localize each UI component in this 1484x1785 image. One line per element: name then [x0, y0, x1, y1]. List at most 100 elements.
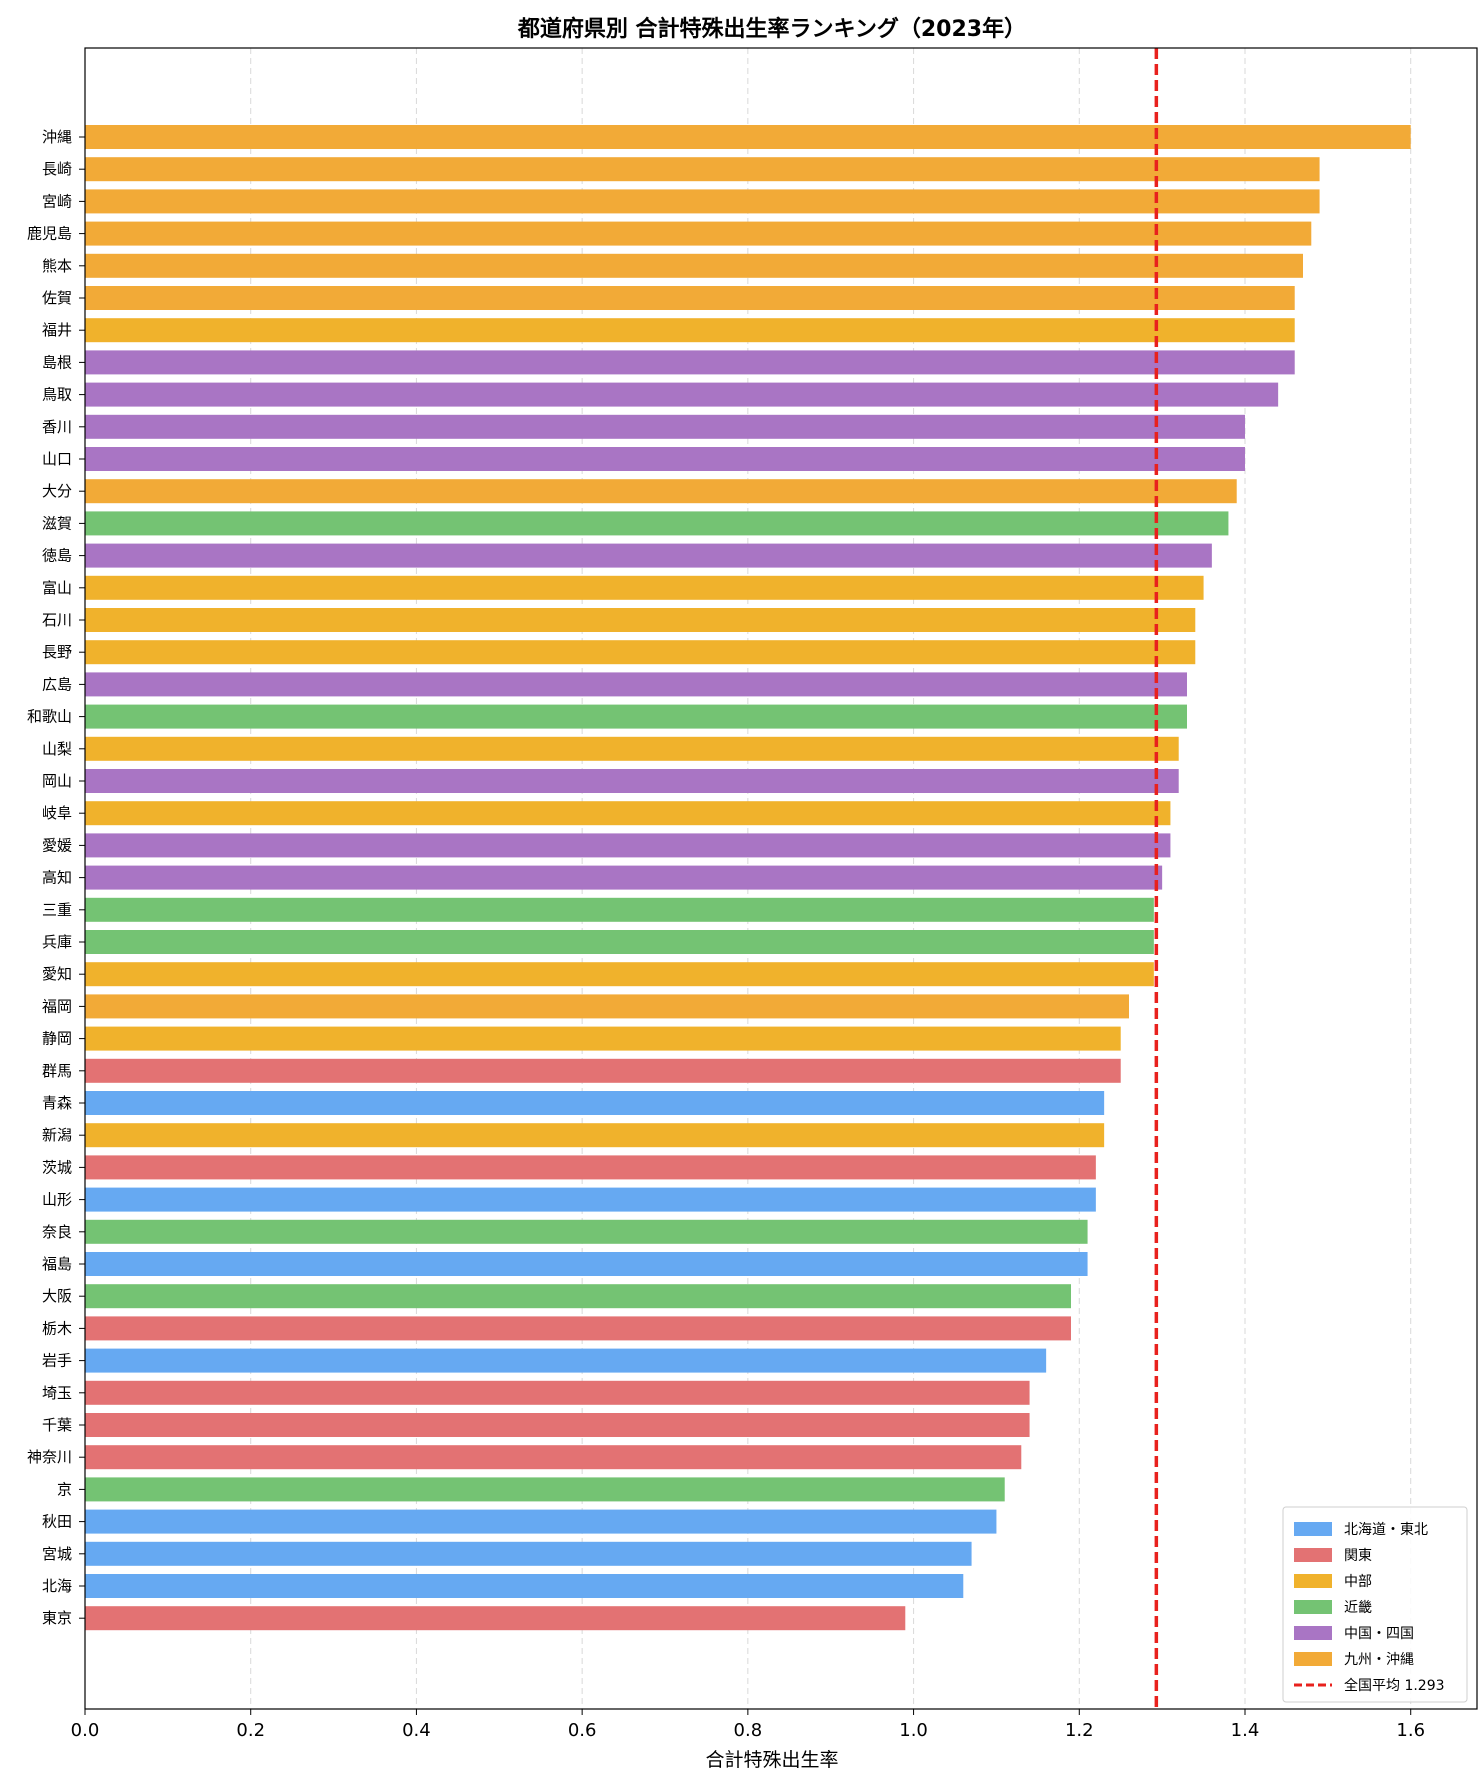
y-tick-label: 鹿児島 [27, 225, 72, 243]
y-tick-label: 神奈川 [27, 1448, 72, 1466]
y-tick-label: 秋田 [42, 1513, 72, 1531]
x-tick-label: 0.2 [236, 1720, 265, 1741]
bar [85, 1380, 1030, 1405]
legend-swatch [1294, 1574, 1332, 1588]
y-tick-label: 北海 [42, 1577, 72, 1595]
x-tick-label: 1.6 [1396, 1720, 1425, 1741]
legend-label: 全国平均 1.293 [1344, 1677, 1445, 1694]
bar [85, 1091, 1105, 1115]
y-tick-label: 熊本 [42, 257, 72, 275]
bar [85, 253, 1303, 278]
y-tick-label: 佐賀 [42, 289, 72, 307]
x-tick-label: 1.2 [1065, 1720, 1094, 1741]
y-tick-label: 長野 [42, 643, 72, 661]
legend-label: 九州・沖縄 [1344, 1652, 1414, 1668]
x-tick-label: 0.4 [402, 1720, 431, 1741]
bar [85, 1058, 1121, 1083]
bar [85, 382, 1279, 407]
legend-label: 関東 [1344, 1548, 1372, 1564]
bar [85, 286, 1295, 310]
bar [85, 962, 1154, 987]
bar [85, 1316, 1071, 1341]
bar [85, 608, 1196, 632]
bar [85, 318, 1295, 343]
y-tick-label: 山梨 [42, 740, 72, 758]
y-tick-label: 山形 [42, 1191, 72, 1209]
bar [85, 350, 1295, 375]
y-tick-label: 徳島 [42, 547, 72, 565]
y-tick-label: 和歌山 [27, 708, 72, 726]
bar [85, 1348, 1047, 1373]
y-tick-label: 青森 [42, 1094, 72, 1112]
bar [85, 769, 1179, 793]
bar [85, 704, 1187, 729]
y-tick-label: 鳥取 [42, 386, 72, 404]
bar [85, 221, 1312, 246]
y-axis-ticks: 沖縄長崎宮崎鹿児島熊本佐賀福井島根鳥取香川山口大分滋賀徳島富山石川長野広島和歌山… [27, 128, 85, 1627]
y-tick-label: 静岡 [42, 1030, 72, 1048]
x-tick-label: 1.0 [899, 1720, 928, 1741]
legend-label: 中国・四国 [1344, 1626, 1414, 1642]
legend-swatch [1294, 1652, 1332, 1666]
bar [85, 447, 1245, 471]
bar [85, 125, 1411, 149]
legend-label: 近畿 [1344, 1600, 1372, 1616]
y-tick-label: 東京 [42, 1609, 72, 1627]
y-tick-label: 埼玉 [42, 1384, 72, 1402]
bar [85, 1123, 1105, 1148]
y-tick-label: 愛知 [42, 965, 72, 983]
y-tick-label: 茨城 [42, 1158, 72, 1176]
x-axis-ticks: 0.0 0.2 0.4 0.6 0.8 1.0 1.2 1.4 1.6 [71, 1709, 1425, 1741]
y-tick-label: 岩手 [42, 1352, 72, 1370]
y-tick-label: 高知 [42, 869, 72, 887]
bar [85, 1155, 1096, 1180]
y-tick-label: 福島 [42, 1255, 72, 1273]
bar [85, 189, 1320, 214]
x-axis-label: 合計特殊出生率 [705, 1749, 838, 1771]
y-tick-label: 福岡 [42, 997, 72, 1015]
x-tick-label: 0.0 [71, 1720, 100, 1741]
bar [85, 157, 1320, 182]
bar [85, 1252, 1088, 1276]
y-tick-label: 京 [57, 1480, 72, 1498]
bar [85, 1187, 1096, 1212]
x-tick-label: 1.4 [1231, 1720, 1260, 1741]
bar [85, 1026, 1121, 1051]
y-tick-label: 三重 [42, 901, 72, 919]
chart-title: 都道府県別 合計特殊出生率ランキング（2023年） [517, 16, 1026, 42]
y-tick-label: 千葉 [42, 1416, 72, 1434]
bar [85, 1477, 1005, 1502]
y-tick-label: 福井 [42, 321, 72, 339]
bar [85, 575, 1204, 600]
y-tick-label: 栃木 [42, 1319, 72, 1337]
bar [85, 1219, 1088, 1244]
bar [85, 897, 1154, 922]
bar [85, 833, 1171, 858]
y-tick-label: 滋賀 [42, 514, 72, 532]
bar [85, 1606, 906, 1631]
y-tick-label: 宮城 [42, 1545, 72, 1563]
y-tick-label: 山口 [42, 450, 72, 468]
y-tick-label: 愛媛 [42, 836, 72, 854]
bar [85, 1574, 964, 1598]
y-tick-label: 岐阜 [42, 804, 72, 822]
y-tick-label: 富山 [42, 579, 72, 597]
bar [85, 736, 1179, 761]
bar [85, 1541, 972, 1566]
bar [85, 511, 1229, 536]
y-tick-label: 香川 [42, 418, 72, 436]
plot-frame [84, 47, 1478, 1710]
y-tick-label: 沖縄 [42, 128, 72, 146]
legend-label: 中部 [1344, 1574, 1372, 1590]
bar [85, 1284, 1071, 1309]
bar [85, 994, 1129, 1019]
bar [85, 640, 1196, 665]
bar [85, 1413, 1030, 1437]
y-tick-label: 長崎 [42, 160, 72, 178]
y-tick-label: 宮崎 [42, 192, 72, 210]
y-tick-label: 島根 [42, 353, 72, 371]
bar [85, 1509, 997, 1534]
bar [85, 672, 1187, 697]
y-tick-label: 兵庫 [42, 933, 72, 951]
x-tick-label: 0.6 [568, 1720, 597, 1741]
